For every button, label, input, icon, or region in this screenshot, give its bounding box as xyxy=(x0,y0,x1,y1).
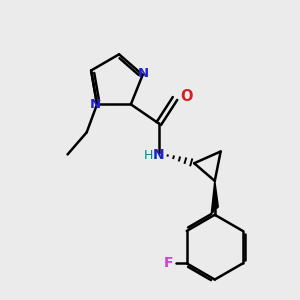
Text: N: N xyxy=(138,67,149,80)
Text: N: N xyxy=(90,98,101,111)
Polygon shape xyxy=(211,181,218,214)
Text: H: H xyxy=(144,149,153,162)
Text: F: F xyxy=(164,256,173,270)
Text: O: O xyxy=(180,89,193,104)
Text: N: N xyxy=(153,148,165,162)
